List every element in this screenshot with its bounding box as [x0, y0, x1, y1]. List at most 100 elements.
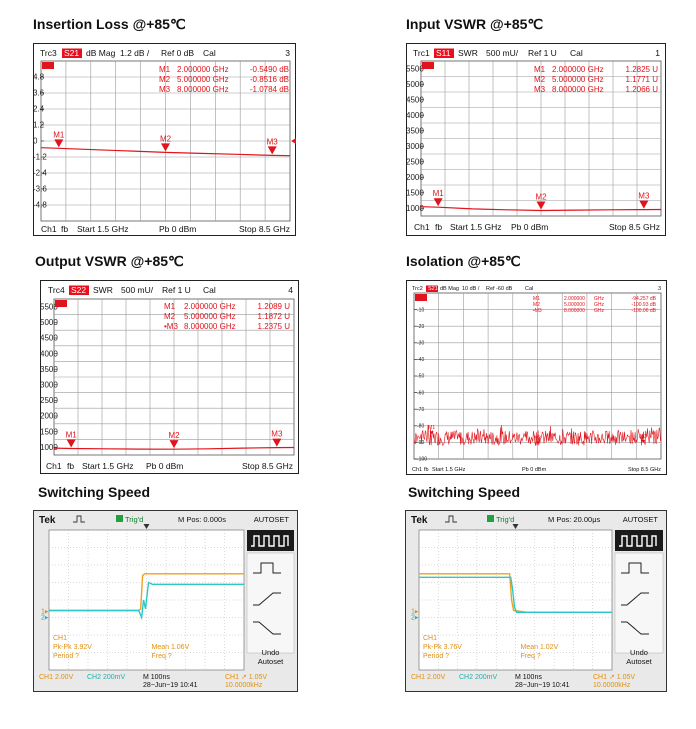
marker-label: M2 [535, 193, 547, 202]
autoset-label: Autoset [258, 657, 284, 666]
chart-svg: Trc1 S11 SWR 500 mU/Ref 1 U Cal 1 5500 5000 4500… [406, 43, 666, 236]
chart-title: Isolation @+85℃ [406, 253, 521, 269]
marker-table-name: M2 [159, 75, 171, 84]
y-tick-label: 3000 [40, 380, 58, 389]
footer-stop: Stop 8.5 GHz [628, 467, 661, 473]
footer-channel: Ch1 [412, 467, 422, 473]
footer-channel: Ch1 [414, 222, 430, 232]
ref-label: Ref 0 dB [161, 48, 194, 58]
y-tick-label: 2.4 [33, 105, 45, 114]
param-label: S21 [64, 48, 79, 58]
vna-screen: Trc3 S21 dB Mag 1.2 dB / Ref 0 dB Cal 3 4.8 3.6 2… [33, 43, 298, 241]
marker-triangle [169, 440, 179, 449]
y-tick-label: -10 [417, 307, 424, 313]
marker-table-freq: 2.000000 GHz [177, 65, 229, 74]
ch1-level-marker: 1▸ [41, 609, 49, 616]
y-tick-label: -90 [417, 440, 424, 446]
footer-start: Start 1.5 GHz [82, 461, 134, 471]
ch1-level-marker: 1▸ [411, 609, 419, 616]
marker-table-freq: 5.000000 GHz [177, 75, 229, 84]
marker-label: M3 [267, 137, 279, 146]
y-tick-label: -20 [417, 324, 424, 330]
marker-table-value: -1.0784 dB [250, 85, 289, 94]
marker-label: M3 [638, 192, 650, 201]
y-tick-label: 4.8 [33, 73, 45, 82]
marker-table-value: -100.93 dB [632, 302, 657, 308]
footer-power: Pb 0 dBm [522, 467, 547, 473]
marker-table-name: M3 [534, 85, 546, 94]
chart-svg: Trc4 S22 SWR 500 mU/Ref 1 U Cal 4 5500 5000 4500… [40, 280, 299, 474]
y-tick-label: 5000 [40, 318, 58, 327]
active-trace-box [422, 62, 434, 69]
y-tick-label: 2000 [406, 173, 424, 182]
pulse-icon [445, 515, 457, 523]
channel-number: 3 [658, 286, 661, 292]
marker-label: M2 [160, 134, 172, 143]
autoset-label: Autoset [626, 657, 652, 666]
brand-logo: Tek [411, 515, 428, 526]
y-tick-label: 0 [33, 137, 38, 146]
channel-number: 3 [285, 48, 290, 58]
y-tick-label: 1000 [406, 204, 424, 213]
timebase: M 100ns [515, 674, 542, 681]
chart-svg: Trc3 S21 dB Mag 1.2 dB / Ref 0 dB Cal 3 4.8 3.6 2… [33, 43, 298, 236]
marker-table-freq: 8.000000 GHz [552, 85, 604, 94]
marker-table-name: M1 [533, 296, 540, 302]
vna-screen: Trc2 S21 dB Mag 10 dB / Ref -60 dB Cal 3 -10 -20… [406, 280, 667, 480]
marker-table-name: •M3 [533, 308, 542, 314]
ref-label: Ref -60 dB [486, 286, 513, 292]
meas-ch1-name: CH1 [423, 635, 437, 642]
meas-mean: Mean 1.02V [521, 644, 559, 651]
trig-status: Trig'd [496, 515, 514, 524]
y-tick-label: -60 [417, 390, 424, 396]
marker-triangle [639, 200, 649, 209]
y-tick-label: 1500 [406, 188, 424, 197]
date-time: 28−Jun−19 10:41 [515, 682, 570, 689]
scale-label: 10 dB / [462, 286, 480, 292]
param-label: S11 [436, 48, 451, 58]
ref-label: Ref 1 U [528, 48, 557, 58]
marker-table-unit: GHz [594, 308, 605, 314]
y-tick-label: 4500 [40, 334, 58, 343]
ch2-level-marker: 2▸ [41, 615, 49, 622]
param-box [69, 285, 89, 295]
softkey-column [614, 552, 664, 654]
marker-table-name: M1 [159, 65, 171, 74]
cal-label: Cal [203, 285, 216, 295]
meas-ch1-name: CH1 [53, 635, 67, 642]
mpos-label: M Pos: 0.000s [178, 515, 226, 524]
marker-table-unit: GHz [594, 302, 605, 308]
falling-edge-icon [621, 621, 649, 635]
y-tick-label: -2.4 [33, 169, 47, 178]
marker-triangle [536, 201, 546, 210]
marker-table-freq: 2.000000 [564, 296, 585, 302]
y-tick-label: 5000 [406, 80, 424, 89]
y-tick-label: 2000 [40, 412, 58, 421]
marker-label: M3 [640, 434, 647, 440]
meas-period: Period ? [423, 653, 449, 660]
channel-number: 1 [655, 48, 660, 58]
y-tick-label: -30 [417, 340, 424, 346]
meas-period: Period ? [53, 653, 79, 660]
param-box [434, 48, 454, 58]
trig-status-icon [116, 515, 123, 522]
footer-start: Start 1.5 GHz [432, 467, 466, 473]
param-box [62, 48, 82, 58]
single-pulse-icon [253, 562, 281, 574]
undo-label: Undo [630, 648, 648, 657]
ch2-level-marker: 2▸ [411, 615, 419, 622]
square-wave-icon [619, 535, 657, 547]
marker-table-name: M2 [164, 312, 176, 321]
marker-triangle [66, 439, 76, 448]
marker-table-freq: 5.000000 GHz [184, 312, 236, 321]
waveform-ch2 [419, 576, 612, 614]
marker-table-freq: 8.000000 GHz [184, 322, 236, 331]
format-label: SWR [458, 48, 478, 58]
meas-pkpk: Pk-Pk 3.92V [53, 644, 92, 651]
marker-table-value: -0.5490 dB [250, 65, 289, 74]
marker-label: M3 [271, 430, 283, 439]
marker-label: M2 [534, 435, 541, 441]
y-tick-label: 4500 [406, 95, 424, 104]
channel-number: 4 [288, 285, 293, 295]
marker-table-freq: 5.000000 [564, 302, 585, 308]
